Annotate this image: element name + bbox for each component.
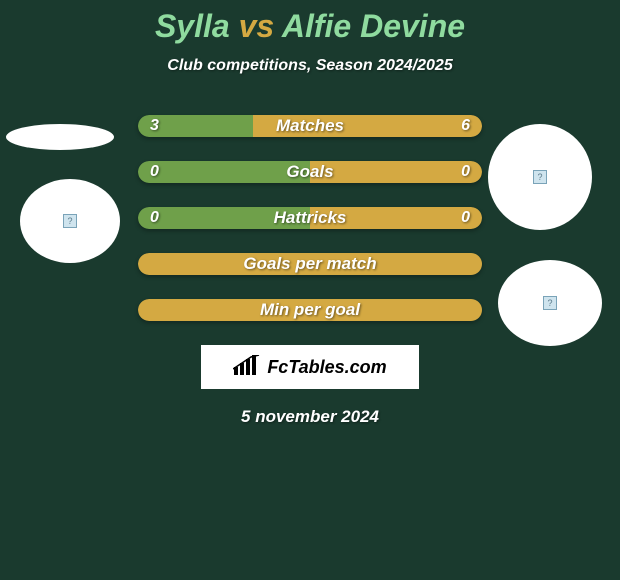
decor-circle-2: ? xyxy=(488,124,592,230)
logo-box: FcTables.com xyxy=(201,345,419,389)
stat-bar: Goals per match xyxy=(138,253,482,275)
date-label: 5 november 2024 xyxy=(0,407,620,427)
subtitle: Club competitions, Season 2024/2025 xyxy=(0,57,620,75)
stat-value-right: 0 xyxy=(461,161,470,183)
stat-value-left: 0 xyxy=(150,161,159,183)
comparison-bars: Matches36Goals00Hattricks00Goals per mat… xyxy=(138,115,482,321)
comparison-title: Sylla vs Alfie Devine xyxy=(0,0,620,45)
stat-value-left: 3 xyxy=(150,115,159,137)
logo-chart-icon xyxy=(233,355,261,380)
stat-value-right: 0 xyxy=(461,207,470,229)
stat-bar: Goals0 0 xyxy=(138,161,482,183)
stat-value-left: 0 xyxy=(150,207,159,229)
placeholder-icon: ? xyxy=(543,296,557,310)
stat-bar: Min per goal xyxy=(138,299,482,321)
decor-ellipse xyxy=(6,124,114,150)
decor-circle-1: ? xyxy=(20,179,120,263)
stat-label: Matches xyxy=(138,115,482,137)
stat-label: Goals xyxy=(138,161,482,183)
player1-name: Sylla xyxy=(155,8,230,44)
vs-label: vs xyxy=(239,8,275,44)
stat-label: Min per goal xyxy=(138,299,482,321)
logo-text: FcTables.com xyxy=(267,357,386,378)
stat-value-right: 6 xyxy=(461,115,470,137)
stat-bar: Matches3 6 xyxy=(138,115,482,137)
stat-bar: Hattricks0 0 xyxy=(138,207,482,229)
decor-circle-3: ? xyxy=(498,260,602,346)
player2-name: Alfie Devine xyxy=(282,8,465,44)
stat-label: Hattricks xyxy=(138,207,482,229)
placeholder-icon: ? xyxy=(533,170,547,184)
stat-label: Goals per match xyxy=(138,253,482,275)
placeholder-icon: ? xyxy=(63,214,77,228)
